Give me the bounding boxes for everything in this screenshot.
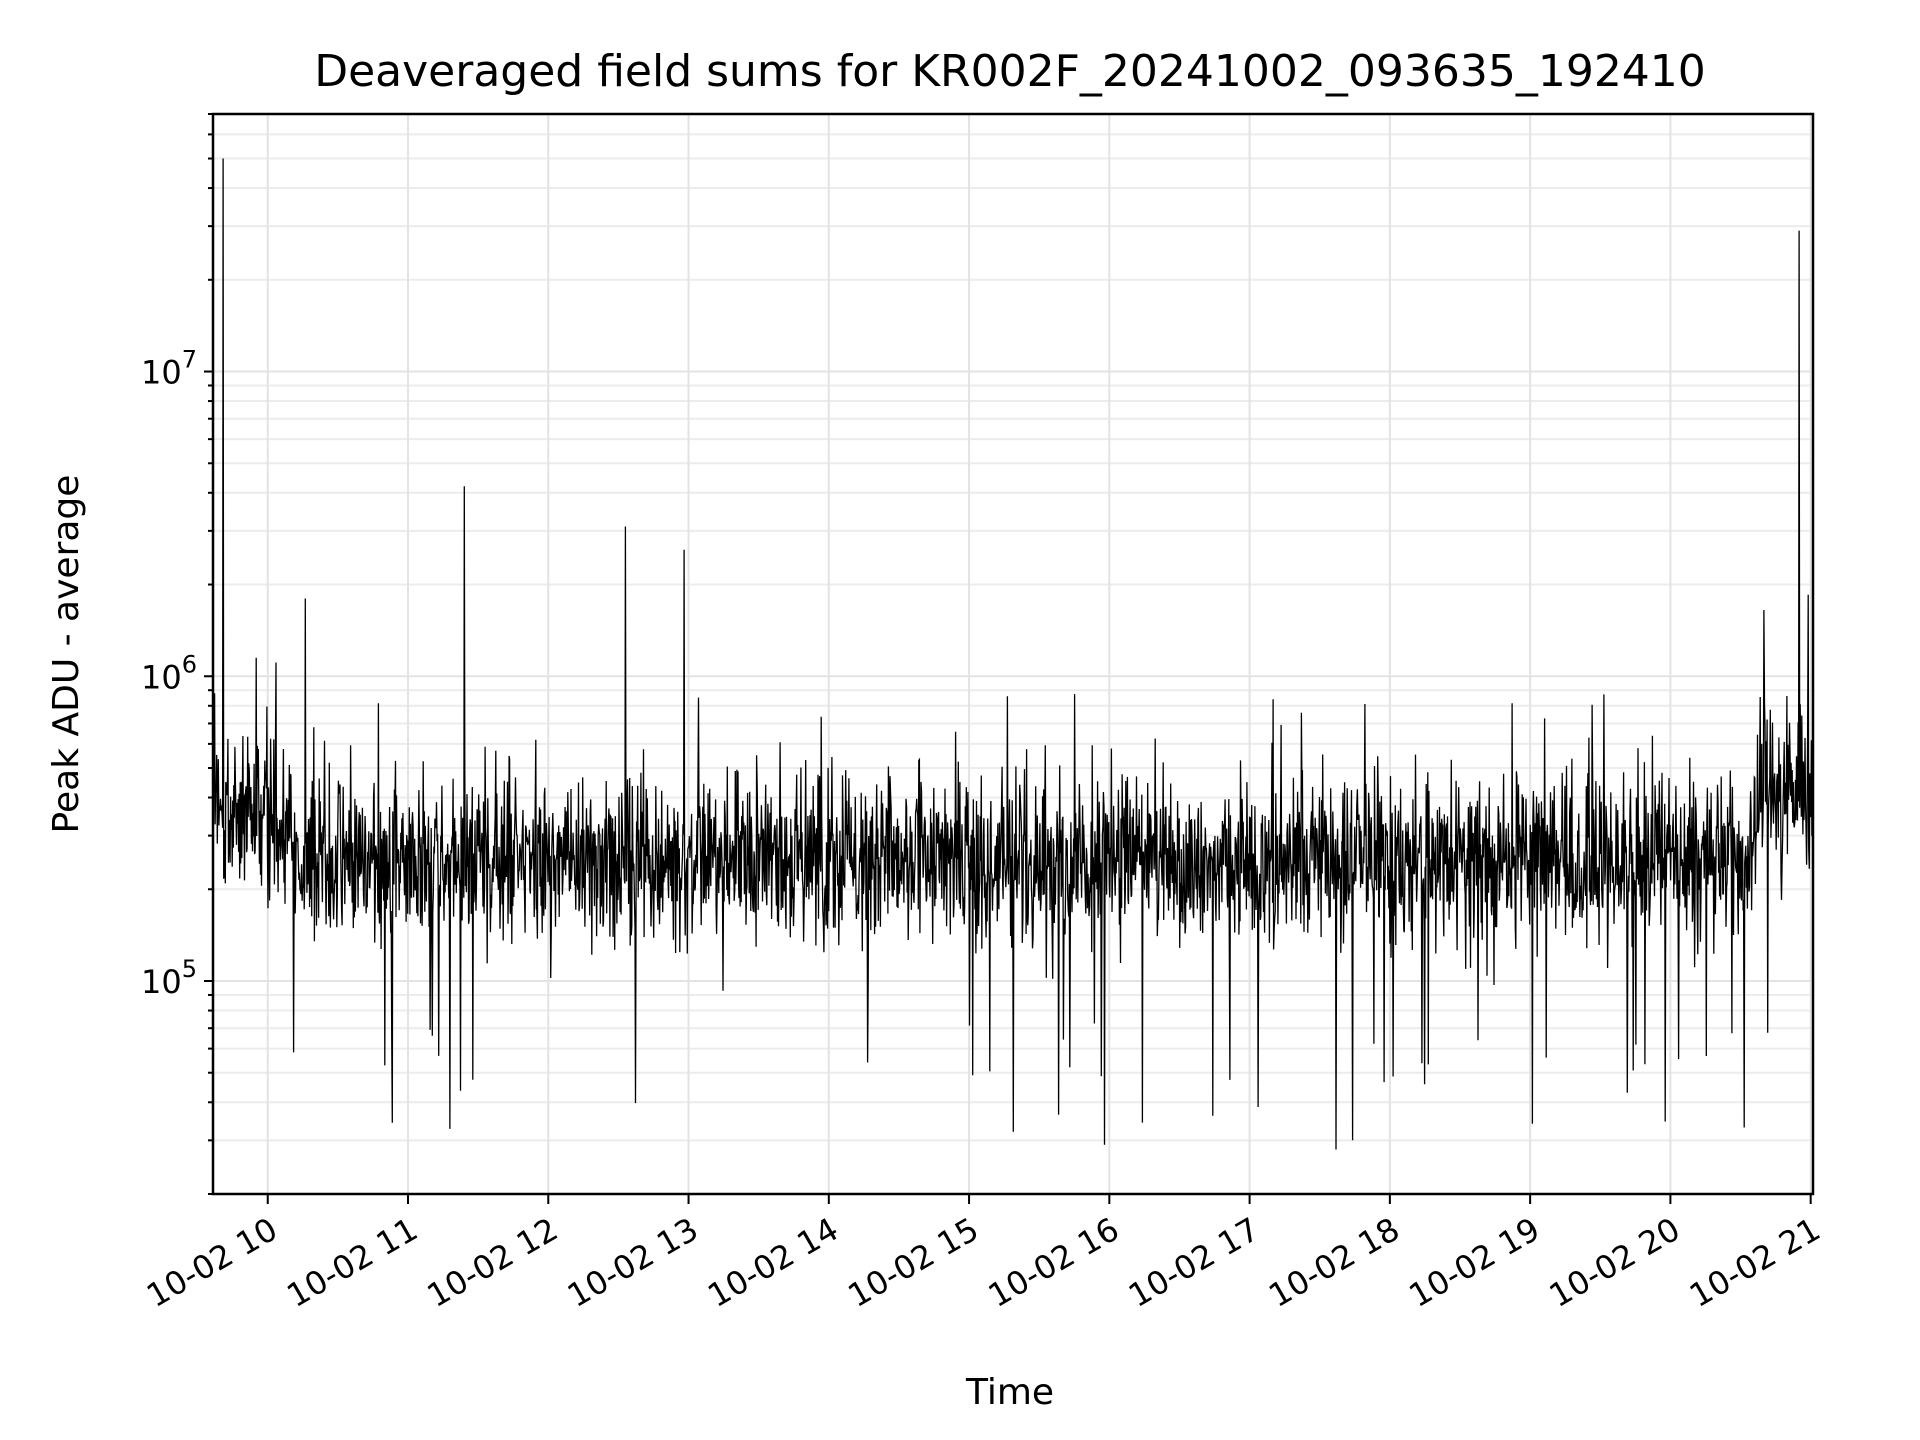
x-tick-label: 10-02 21 <box>1683 1210 1827 1315</box>
series-layer <box>212 158 1814 1150</box>
y-tick-label: 106 <box>141 650 197 696</box>
x-axis-label: Time <box>965 1372 1054 1413</box>
y-axis: 105 106 107 <box>141 113 213 1195</box>
x-tick-label: 10-02 12 <box>421 1210 565 1315</box>
x-tick-label: 10-02 19 <box>1403 1210 1547 1315</box>
y-tick-label: 107 <box>141 346 197 392</box>
x-tick-label: 10-02 17 <box>1122 1210 1266 1315</box>
plot-frame <box>211 112 1815 1196</box>
x-tick-label: 10-02 18 <box>1262 1210 1406 1315</box>
series-line <box>212 158 1814 1150</box>
x-tick-label: 10-02 14 <box>701 1210 845 1315</box>
x-tick-label: 10-02 15 <box>841 1210 985 1315</box>
chart-title: Deaveraged field sums for KR002F_2024100… <box>314 46 1706 97</box>
x-tick-label: 10-02 13 <box>561 1210 705 1315</box>
x-tick-label: 10-02 16 <box>982 1210 1126 1315</box>
x-tick-label: 10-02 20 <box>1543 1210 1687 1315</box>
x-tick-label: 10-02 11 <box>280 1210 424 1315</box>
y-tick-label: 105 <box>141 955 197 1001</box>
y-axis-label: Peak ADU - average <box>46 475 87 834</box>
x-tick-label: 10-02 10 <box>140 1210 284 1315</box>
